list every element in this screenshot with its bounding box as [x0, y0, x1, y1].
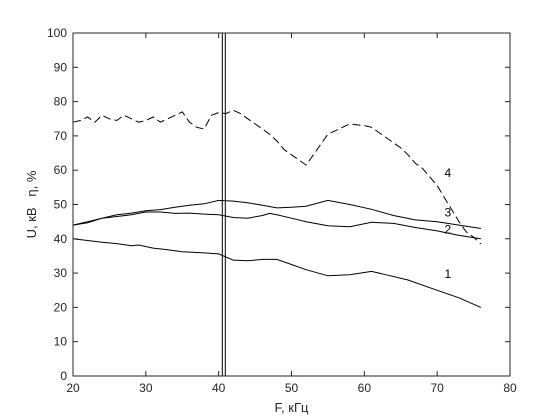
y-tick-label: 40 — [54, 232, 68, 246]
y-tick-label: 100 — [47, 26, 67, 40]
y-tick-label: 80 — [54, 95, 68, 109]
series-labels: 1 2 3 4 — [444, 166, 451, 281]
y-tick-label: 20 — [54, 300, 68, 314]
axis-ticks: 20 30 40 50 60 70 80 0 10 20 30 40 50 60 70 80 90 100 — [47, 26, 517, 395]
x-tick-label: 30 — [139, 381, 153, 395]
series-label-1: 1 — [444, 267, 451, 281]
x-tick-label: 50 — [285, 381, 299, 395]
series-line-2 — [72, 211, 481, 240]
series-label-2: 2 — [444, 223, 451, 237]
x-tick-label: 20 — [66, 381, 80, 395]
series-label-4: 4 — [444, 166, 451, 180]
series-line-3 — [72, 199, 481, 229]
series-label-3: 3 — [444, 206, 451, 220]
x-tick-label: 70 — [430, 381, 444, 395]
y-tick-label: 0 — [60, 369, 67, 383]
y-tick-label: 50 — [54, 198, 68, 212]
series-group — [72, 109, 482, 308]
series-line-1 — [72, 238, 482, 308]
y-tick-label: 30 — [54, 266, 68, 280]
plot-area-frame — [72, 32, 511, 377]
x-axis-label: F, кГц — [275, 400, 309, 415]
y-tick-label: 10 — [54, 335, 68, 349]
y-tick-label: 70 — [54, 129, 68, 143]
x-tick-label: 60 — [358, 381, 372, 395]
y-tick-label: 90 — [54, 60, 68, 74]
y-tick-label: 60 — [54, 163, 68, 177]
vertical-marker — [221, 33, 226, 376]
x-tick-label: 80 — [503, 381, 517, 395]
y-axis-label: U, кВ η, % — [24, 170, 39, 238]
series-line-4 — [72, 109, 482, 245]
x-tick-label: 40 — [212, 381, 226, 395]
